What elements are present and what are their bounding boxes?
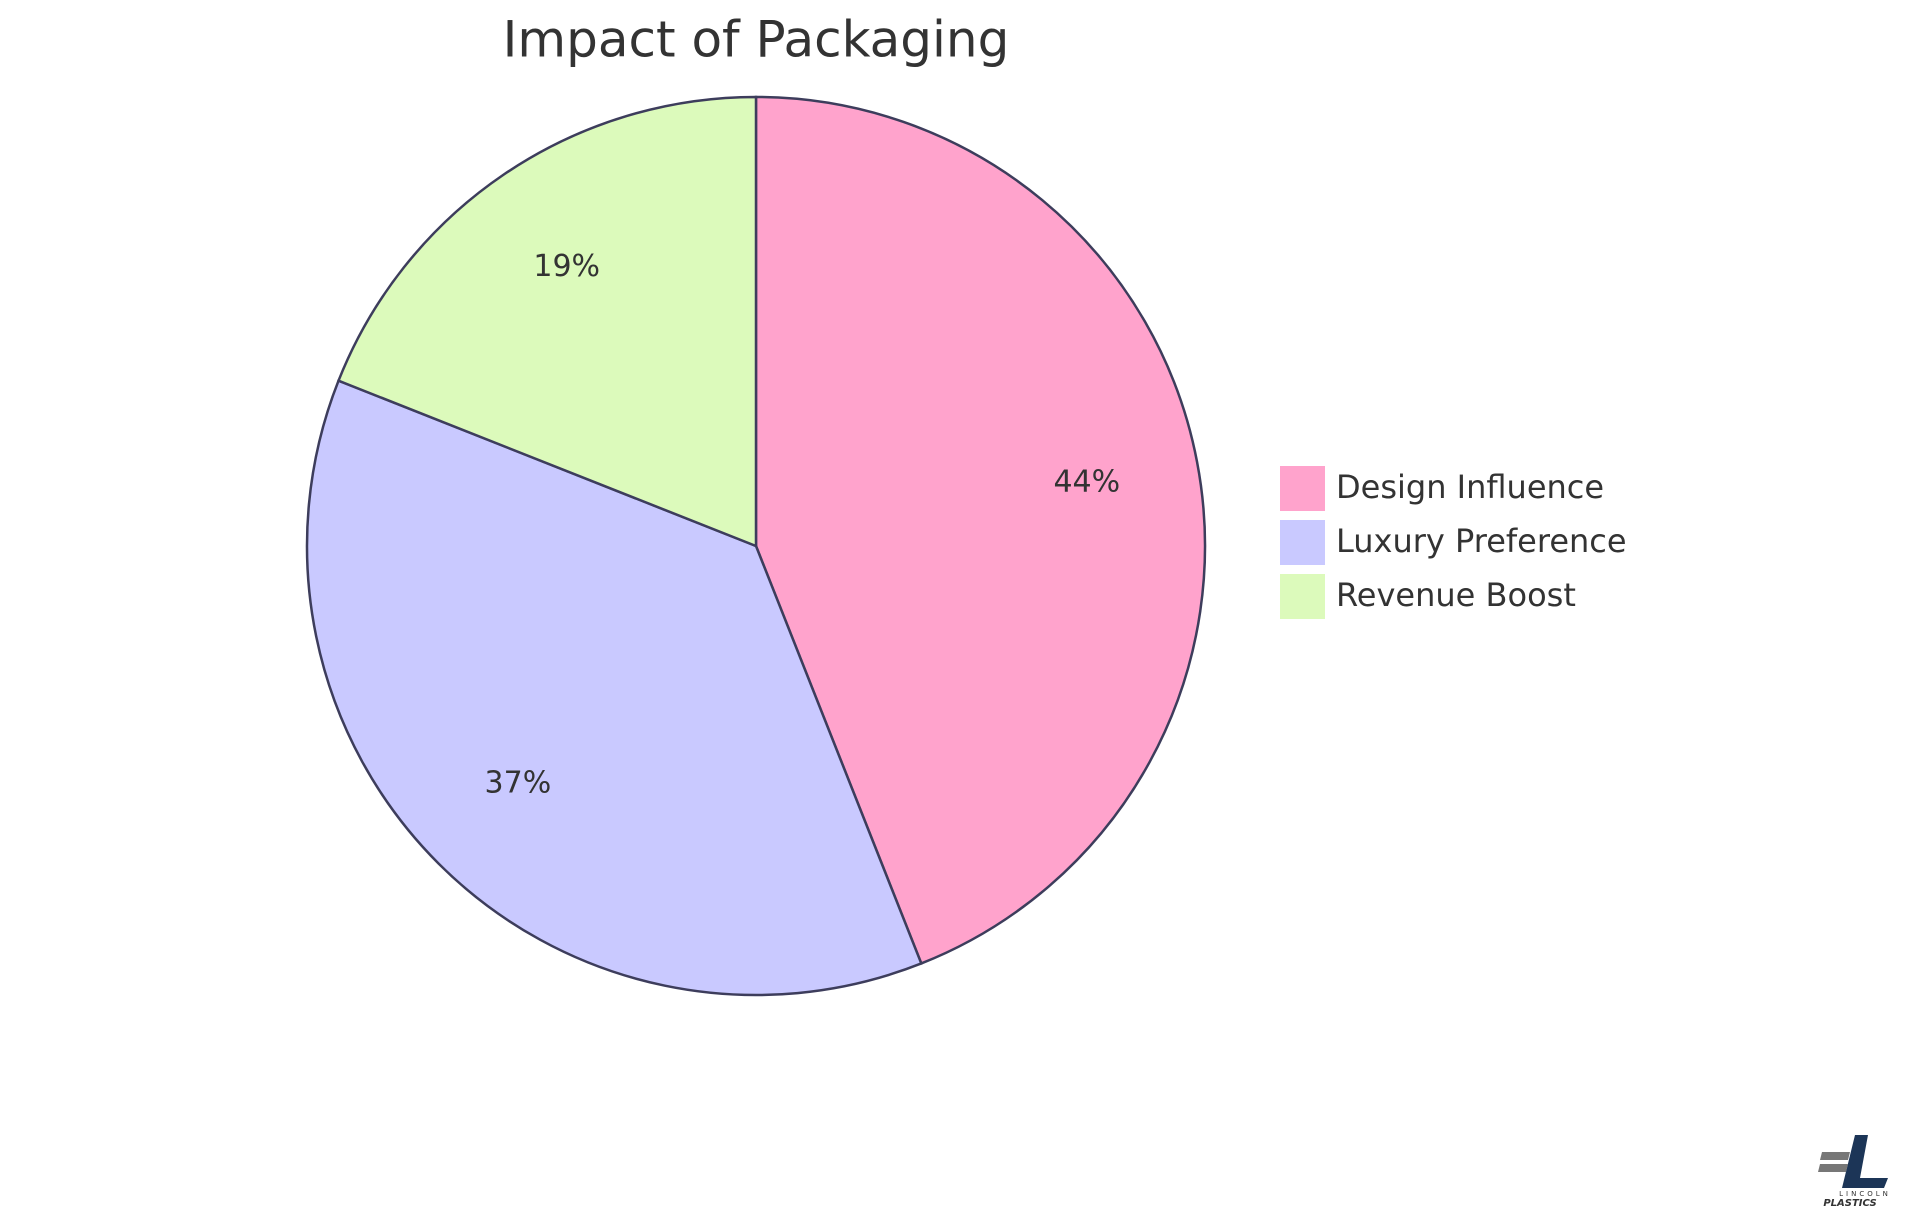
chart-title: Impact of Packaging	[503, 11, 1010, 69]
pie-slice	[305, 379, 923, 997]
legend-swatch	[1280, 520, 1325, 565]
logo: LINCOLN PLASTICS	[1818, 1135, 1891, 1209]
legend-label: Luxury Preference	[1336, 522, 1627, 560]
data-label: 37%	[485, 766, 552, 801]
pie-slice	[754, 95, 1207, 966]
logo-mark	[1842, 1135, 1888, 1188]
data-label: 44%	[1053, 464, 1120, 499]
logo-mark	[1820, 1152, 1850, 1160]
pie-slice	[336, 95, 758, 548]
legend-label: Revenue Boost	[1336, 576, 1576, 614]
logo-name: LINCOLN	[1839, 1190, 1891, 1198]
legend-swatch	[1280, 466, 1325, 511]
data-label: 19%	[533, 249, 600, 284]
legend-label: Design Influence	[1336, 468, 1604, 506]
legend-swatch	[1280, 574, 1325, 619]
logo-mark	[1818, 1164, 1848, 1172]
logo-subtitle: PLASTICS	[1823, 1198, 1876, 1209]
